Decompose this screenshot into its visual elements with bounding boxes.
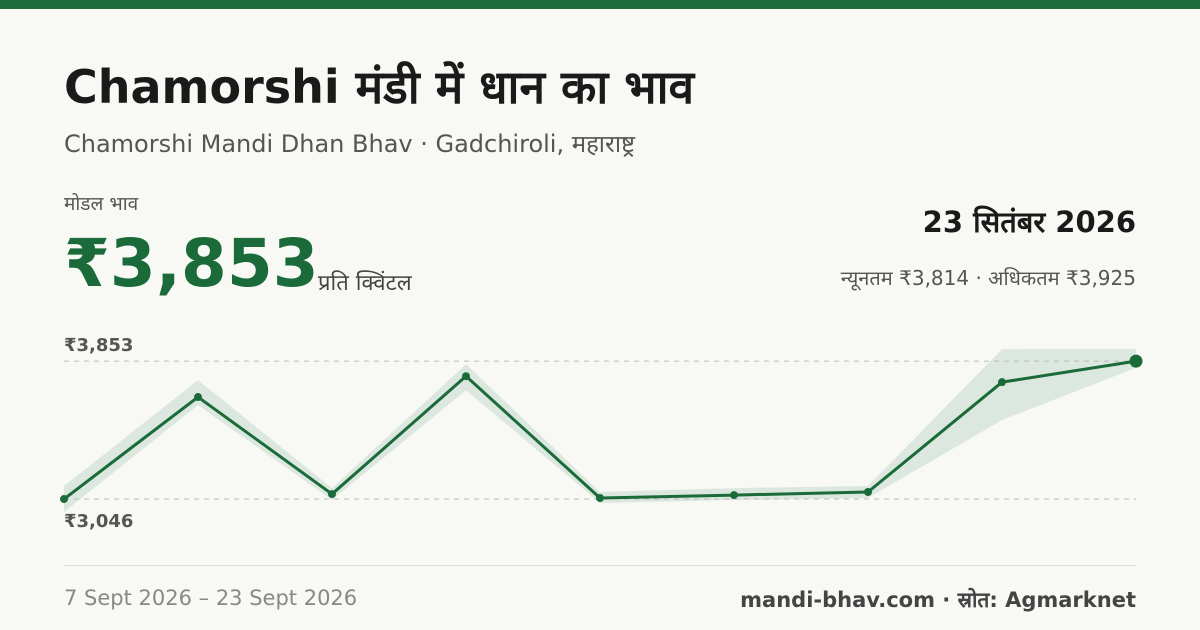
footer-date-range: 7 Sept 2026 – 23 Sept 2026	[64, 586, 358, 610]
price-point	[998, 378, 1006, 387]
price-point	[462, 372, 470, 381]
reference-label: ₹3,046	[64, 511, 133, 532]
title: Chamorshi मंडी में धान का भाव	[64, 60, 695, 114]
subtitle: Chamorshi Mandi Dhan Bhav · Gadchiroli, …	[64, 130, 636, 158]
unit: प्रति क्विंटल	[318, 271, 412, 296]
price-point	[596, 493, 604, 502]
divider	[64, 565, 1136, 566]
modal-price: ₹3,853	[64, 225, 319, 302]
top-bar	[0, 0, 1200, 9]
price-point	[194, 393, 202, 402]
reference-label: ₹3,853	[64, 335, 133, 356]
price-point	[60, 495, 68, 504]
modal-label: मोडल भाव	[64, 193, 139, 215]
price-range: न्यूनतम ₹3,814 · अधिकतम ₹3,925	[840, 266, 1136, 290]
price-point	[328, 490, 336, 499]
price-point	[864, 488, 872, 497]
range-band	[64, 348, 1136, 512]
price-point	[730, 491, 738, 500]
price-point	[1129, 354, 1143, 368]
date: 23 सितंबर 2026	[922, 205, 1136, 239]
footer-source: mandi-bhav.com · स्रोत: Agmarknet	[740, 588, 1136, 612]
